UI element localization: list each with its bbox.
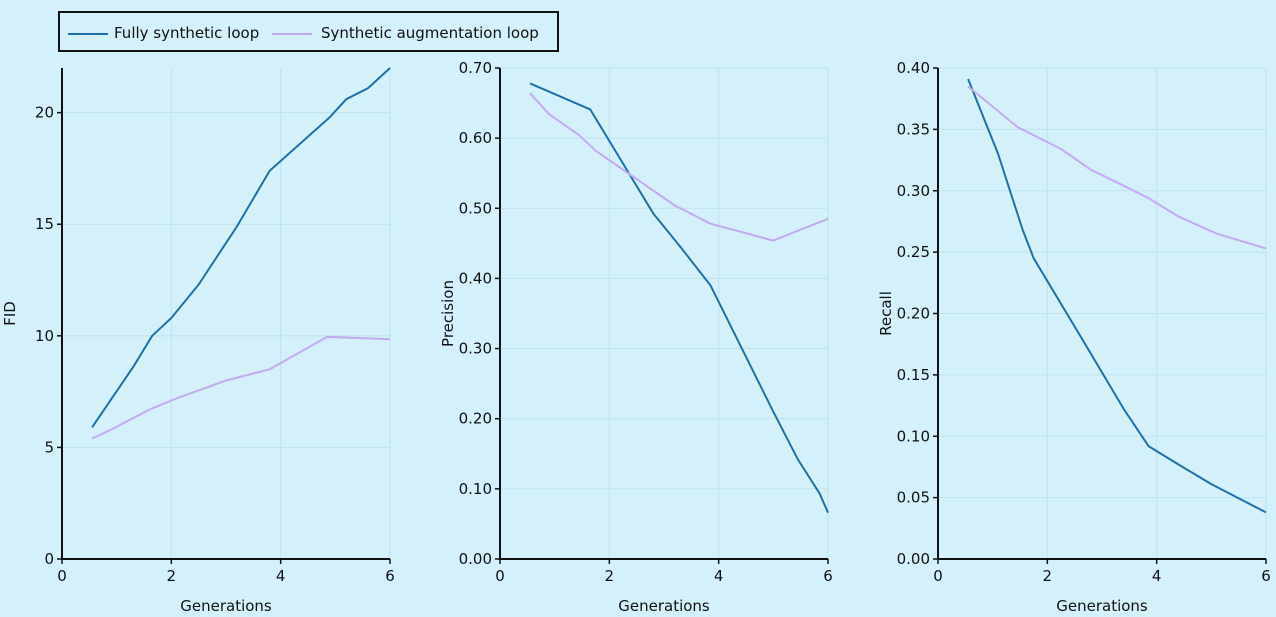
chart2-y-tick-label: 0.10 xyxy=(459,480,492,498)
chart1-y-tick-label: 0 xyxy=(44,550,54,568)
chart3-y-tick-label: 0.20 xyxy=(897,305,930,323)
chart3-y-tick-label: 0.00 xyxy=(897,550,930,568)
chart1-y-tick-label: 20 xyxy=(35,104,54,122)
chart3-series-line-fully-synthetic xyxy=(967,78,1267,514)
chart2-y-tick-label: 0.30 xyxy=(459,340,492,358)
chart2-y-tick-label: 0.20 xyxy=(459,410,492,428)
chart2-y-tick-label: 0.50 xyxy=(459,199,492,217)
legend-swatch-augmentation xyxy=(272,33,312,35)
legend-swatch-fully-synthetic xyxy=(68,33,108,35)
chart1-y-tick-label: 5 xyxy=(44,438,54,456)
chart1-y-tick-label: 15 xyxy=(35,215,54,233)
chart2-x-tick-label: 0 xyxy=(495,567,505,585)
chart2-y-tick-label: 0.40 xyxy=(459,269,492,287)
chart2-x-tick-label: 4 xyxy=(714,567,724,585)
chart3-y-tick-label: 0.30 xyxy=(897,182,930,200)
legend-label-augmentation: Synthetic augmentation loop xyxy=(321,24,539,42)
chart3-x-axis-label: Generations xyxy=(1056,597,1148,615)
chart1-series-line-fully-synthetic xyxy=(91,67,391,428)
chart1-x-tick-label: 4 xyxy=(276,567,286,585)
chart1-y-axis-label: FID xyxy=(1,301,19,326)
chart3-x-tick-label: 6 xyxy=(1261,567,1271,585)
chart2-y-tick-label: 0.00 xyxy=(459,550,492,568)
chart3-y-tick-label: 0.25 xyxy=(897,243,930,261)
chart3-y-tick-label: 0.35 xyxy=(897,120,930,138)
chart2-y-tick-label: 0.70 xyxy=(459,59,492,77)
legend: Fully synthetic loop Synthetic augmentat… xyxy=(58,11,559,52)
chart3-x-tick-label: 0 xyxy=(933,567,943,585)
chart3-y-tick-label: 0.40 xyxy=(897,59,930,77)
chart2-x-tick-label: 6 xyxy=(823,567,833,585)
chart2-series-line-fully-synthetic xyxy=(529,82,829,514)
chart1-x-tick-label: 6 xyxy=(385,567,395,585)
chart2-y-axis-label: Precision xyxy=(439,280,457,347)
legend-label-fully-synthetic: Fully synthetic loop xyxy=(114,24,260,42)
chart3-y-tick-label: 0.15 xyxy=(897,366,930,384)
chart2-x-axis-label: Generations xyxy=(618,597,710,615)
chart3-y-tick-label: 0.10 xyxy=(897,427,930,445)
chart3-x-tick-label: 4 xyxy=(1152,567,1162,585)
chart1-series-line-augmentation xyxy=(91,335,391,440)
chart1-x-tick-label: 2 xyxy=(167,567,177,585)
chart2-y-tick-label: 0.60 xyxy=(459,129,492,147)
chart1-x-axis-label: Generations xyxy=(180,597,272,615)
chart3-x-tick-label: 2 xyxy=(1043,567,1053,585)
chart2-x-tick-label: 2 xyxy=(605,567,615,585)
chart1-x-tick-label: 0 xyxy=(57,567,67,585)
chart1-y-tick-label: 10 xyxy=(35,327,54,345)
chart3-y-tick-label: 0.05 xyxy=(897,489,930,507)
chart2-series-line-augmentation xyxy=(529,92,829,242)
chart3-y-axis-label: Recall xyxy=(877,291,895,336)
chart3-series-line-augmentation xyxy=(967,85,1267,250)
